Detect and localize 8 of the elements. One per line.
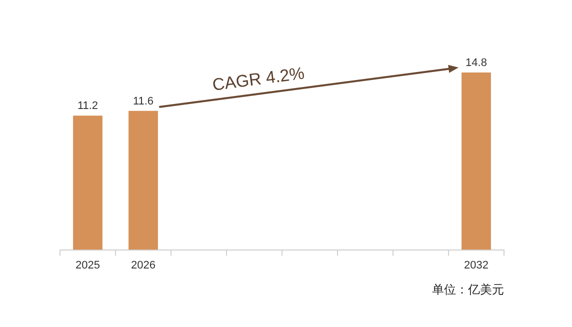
x-tick-label: 2026 xyxy=(131,259,156,272)
data-label: 14.8 xyxy=(466,57,487,70)
text: 单位：亿美元 xyxy=(432,282,504,296)
data-label: 11.2 xyxy=(77,100,98,112)
annotation: CAGR 4.2% xyxy=(211,64,306,95)
data-label: 11.6 xyxy=(132,95,154,108)
x-tick-label: 2025 xyxy=(76,259,100,272)
x-tick-label: 2032 xyxy=(464,259,488,272)
